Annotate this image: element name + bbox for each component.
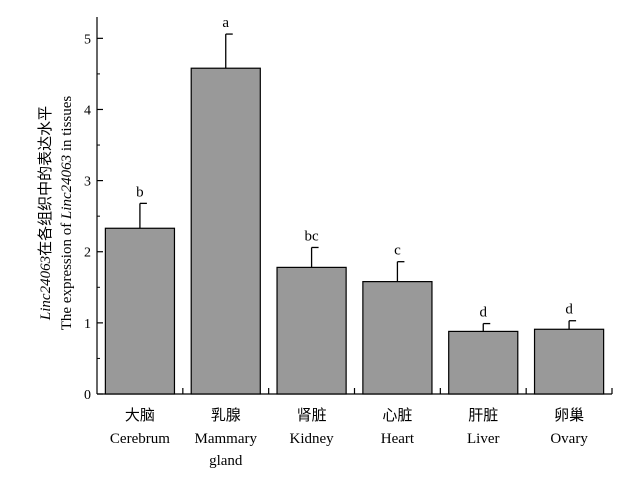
significance-letter: c [394, 243, 401, 259]
x-tick-label-en: Cerebrum [110, 431, 170, 447]
x-tick-label-en: Kidney [289, 431, 334, 447]
y-tick-label: 3 [84, 175, 91, 190]
significance-letter: bc [304, 228, 319, 244]
x-tick-label-en: Ovary [550, 431, 588, 447]
x-tick-label-cn: 大脑 [125, 407, 155, 424]
significance-letter: a [222, 15, 229, 31]
bar [276, 266, 347, 395]
significance-letter: b [136, 184, 144, 200]
bar [362, 281, 433, 395]
x-tick-label-cn: 卵巢 [554, 407, 584, 424]
x-tick-label-en: Heart [381, 431, 415, 447]
y-tick-label: 0 [84, 388, 91, 403]
x-axis-labels: 大脑 Cerebrum 乳腺 Mammary gland 肾脏 Kidney 心脏 Heart 肝… [110, 407, 588, 469]
y-tick-label: 2 [84, 246, 91, 261]
x-tick-label-cn: 肾脏 [297, 407, 327, 424]
bar [448, 330, 519, 395]
y-tick-label: 5 [84, 32, 91, 47]
bar [104, 227, 176, 395]
x-tick-label-cn: 心脏 [382, 407, 412, 424]
x-tick-label-en: Mammary [195, 431, 258, 447]
axes: 0 1 2 3 4 5 [84, 17, 613, 403]
y-tick-label: 4 [84, 103, 91, 118]
bars: b a bc c d d [104, 15, 605, 395]
significance-letter: d [565, 302, 573, 318]
x-tick-label-en: gland [209, 453, 243, 469]
x-tick-label-cn: 乳腺 [211, 407, 241, 424]
x-tick-label-cn: 肝脏 [468, 407, 498, 424]
x-tick-label-en: Liver [467, 431, 499, 447]
y-tick-label: 1 [84, 317, 91, 332]
bar [190, 67, 261, 395]
y-axis-label-line2: The expression of Linc24063 in tissues [59, 96, 75, 331]
y-axis-label-line1: Linc24063在各组织中的表达水平 [37, 106, 54, 321]
significance-letter: d [480, 305, 488, 321]
bar [533, 328, 605, 395]
